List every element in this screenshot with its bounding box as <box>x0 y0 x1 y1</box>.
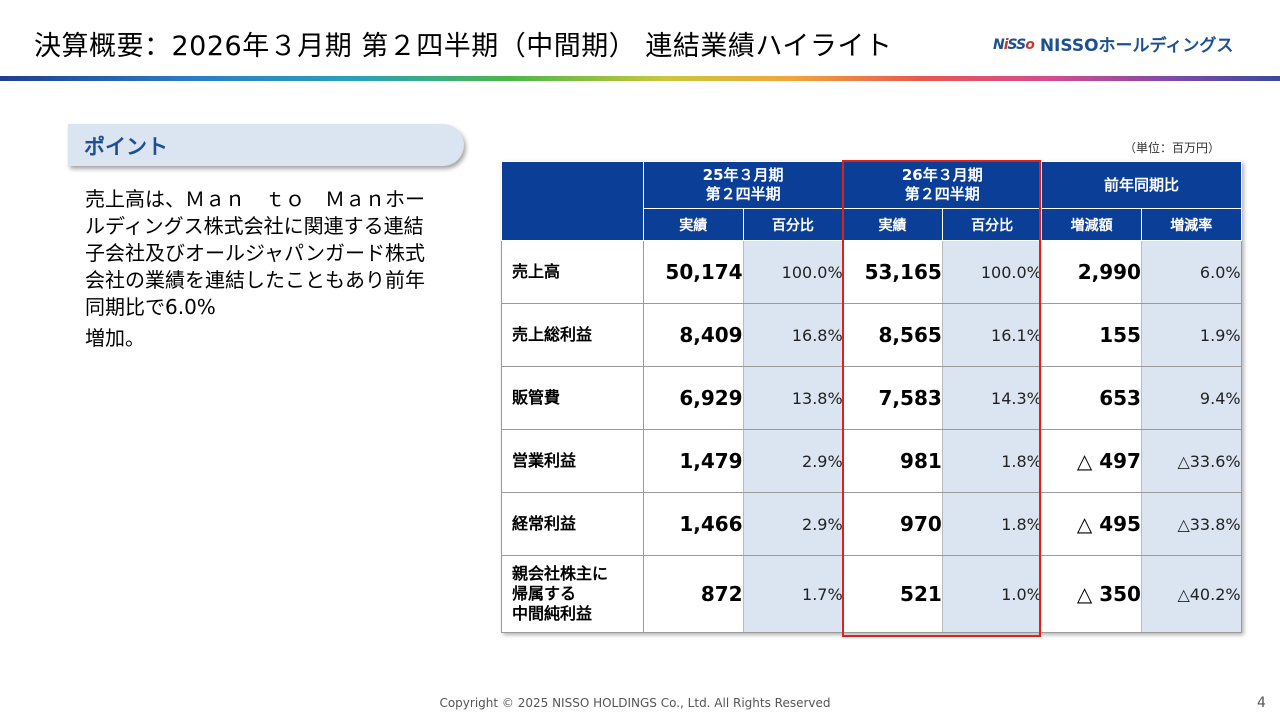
point-text-line2: 増加。 <box>85 326 145 350</box>
table-row: 経常利益 1,466 2.9% 970 1.8% △ 495 △33.8% <box>501 492 1242 556</box>
cell-percent: 16.1% <box>942 303 1042 367</box>
header-current-period: 26年３月期 第２四半期 <box>842 161 1043 209</box>
header-current-period-line2: 第２四半期 <box>904 185 980 203</box>
subheader-actual: 実績 <box>842 208 943 241</box>
cell-percent: 14.3% <box>942 366 1042 430</box>
cell-amount: 53,165 <box>842 240 943 304</box>
cell-amount: 8,565 <box>842 303 943 367</box>
cell-percent: 1.8% <box>942 492 1042 556</box>
cell-percent: 9.4% <box>1141 366 1242 430</box>
header-prev-period-line1: 25年３月期 <box>702 166 784 184</box>
point-text-line1: 売上高は、Ｍａｎ ｔｏ Ｍａｎホールディングス株式会社に関連する連結子会社及びオ… <box>85 187 425 319</box>
cell-amount: 50,174 <box>643 240 744 304</box>
cell-percent: 1.0% <box>942 555 1042 633</box>
header-current-period-line1: 26年３月期 <box>901 166 983 184</box>
unit-label: （単位：百万円） <box>1124 141 1221 155</box>
header-divider <box>0 76 1280 81</box>
row-label-line: 親会社株主に <box>512 564 609 583</box>
row-label: 販管費 <box>501 366 644 430</box>
table-row: 売上高 50,174 100.0% 53,165 100.0% 2,990 6.… <box>501 240 1242 304</box>
subheader-change-amount: 増減額 <box>1041 208 1142 241</box>
table-row: 売上総利益 8,409 16.8% 8,565 16.1% 155 1.9% <box>501 303 1242 367</box>
cell-amount: △ 497 <box>1041 429 1142 493</box>
subheader-change-rate: 増減率 <box>1140 208 1242 241</box>
copyright-footer: Copyright © 2025 NISSO HOLDINGS Co., Ltd… <box>439 696 831 710</box>
cell-percent: △40.2% <box>1141 555 1242 633</box>
nisso-logo-icon: NiSSo <box>993 36 1035 53</box>
table-row: 販管費 6,929 13.8% 7,583 14.3% 653 9.4% <box>501 366 1242 430</box>
subheader-ratio: 百分比 <box>941 208 1043 241</box>
row-label: 売上総利益 <box>501 303 644 367</box>
company-logo: NiSSo NISSOホールディングス <box>993 31 1233 56</box>
row-label: 営業利益 <box>501 429 644 493</box>
cell-amount: 155 <box>1041 303 1142 367</box>
header-prev-period-line2: 第２四半期 <box>705 185 781 203</box>
subheader-ratio: 百分比 <box>742 208 844 241</box>
point-heading: ポイント <box>68 124 464 166</box>
cell-amount: △ 350 <box>1041 555 1142 633</box>
logo-text: NISSOホールディングス <box>1039 36 1234 56</box>
point-text: 売上高は、Ｍａｎ ｔｏ Ｍａｎホールディングス株式会社に関連する連結子会社及びオ… <box>85 186 435 352</box>
cell-percent: 1.7% <box>743 555 843 633</box>
page-number: 4 <box>1257 695 1266 711</box>
cell-amount: 970 <box>842 492 943 556</box>
subheader-actual: 実績 <box>643 208 744 241</box>
cell-percent: 1.8% <box>942 429 1042 493</box>
row-label: 親会社株主に 帰属する 中間純利益 <box>501 555 644 633</box>
cell-percent: 13.8% <box>743 366 843 430</box>
cell-amount: 1,479 <box>643 429 744 493</box>
cell-percent: 2.9% <box>743 492 843 556</box>
cell-percent: 100.0% <box>743 240 843 304</box>
row-label-line: 帰属する <box>512 584 577 603</box>
cell-percent: △33.6% <box>1141 429 1242 493</box>
cell-amount: 1,466 <box>643 492 744 556</box>
cell-amount: 521 <box>842 555 943 633</box>
header-corner <box>501 161 644 241</box>
row-label: 経常利益 <box>501 492 644 556</box>
header-prev-period: 25年３月期 第２四半期 <box>642 161 844 209</box>
cell-amount: △ 495 <box>1041 492 1142 556</box>
cell-amount: 7,583 <box>842 366 943 430</box>
table-row: 営業利益 1,479 2.9% 981 1.8% △ 497 △33.6% <box>501 429 1242 493</box>
cell-percent: 1.9% <box>1141 303 1242 367</box>
cell-amount: 6,929 <box>643 366 744 430</box>
cell-percent: 100.0% <box>942 240 1042 304</box>
cell-percent: 2.9% <box>743 429 843 493</box>
row-label: 売上高 <box>501 240 644 304</box>
table-row: 親会社株主に 帰属する 中間純利益 872 1.7% 521 1.0% △ 35… <box>501 555 1242 633</box>
row-label-line: 中間純利益 <box>512 604 593 623</box>
cell-amount: 981 <box>842 429 943 493</box>
financial-highlights-table: 25年３月期 第２四半期 26年３月期 第２四半期 前年同期比 実績 百分比 実… <box>501 161 1242 633</box>
header-yoy: 前年同期比 <box>1041 161 1242 209</box>
cell-percent: 16.8% <box>743 303 843 367</box>
slide-title: 決算概要：2026年３月期 第２四半期（中間期） 連結業績ハイライト <box>34 31 893 62</box>
cell-amount: 8,409 <box>643 303 744 367</box>
cell-percent: 6.0% <box>1141 240 1242 304</box>
point-label: ポイント <box>84 135 168 159</box>
cell-amount: 2,990 <box>1041 240 1142 304</box>
cell-amount: 653 <box>1041 366 1142 430</box>
cell-percent: △33.8% <box>1141 492 1242 556</box>
cell-amount: 872 <box>643 555 744 633</box>
